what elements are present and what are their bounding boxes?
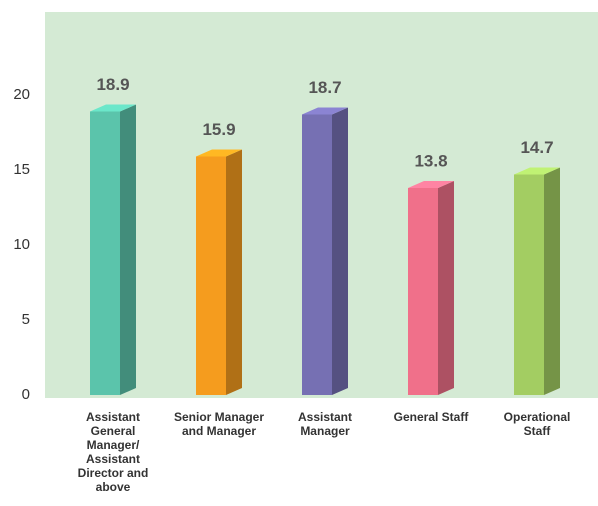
value-label: 15.9 [202,120,235,139]
bar-front [514,174,544,395]
bar-top [408,181,454,188]
y-tick-label: 10 [13,236,30,253]
y-tick-label: 5 [22,311,30,328]
y-tick-label: 0 [22,386,30,403]
bar-side [332,107,348,395]
bar-front [196,156,226,395]
bar-top [90,104,136,112]
bar [408,181,454,395]
y-tick-label: 15 [13,161,30,178]
value-label: 18.7 [308,78,341,97]
bar [514,167,560,395]
x-tick-label: Assistant Manager [297,410,353,438]
bar-side [544,167,560,395]
bar-side [120,104,136,395]
y-tick-label: 20 [13,86,30,103]
bar [196,149,242,395]
x-tick-label: Assistant General Manager/ Assistant Dir… [77,410,149,494]
x-tick-label: General Staff [393,410,469,424]
value-label: 14.7 [520,138,553,157]
bar-front [90,111,120,395]
bar-top [514,167,560,175]
bar-side [226,149,242,395]
bar-front [302,114,332,395]
bar-front [408,188,438,395]
bar [90,104,136,395]
value-label: 13.8 [414,151,447,170]
bar-top [302,107,348,115]
bar-top [196,149,242,157]
x-tick-label: Senior Manager and Manager [173,410,265,438]
x-tick-label: Operational Staff [503,410,571,438]
bar [302,107,348,395]
bar-side [438,181,454,395]
value-label: 18.9 [96,75,129,94]
